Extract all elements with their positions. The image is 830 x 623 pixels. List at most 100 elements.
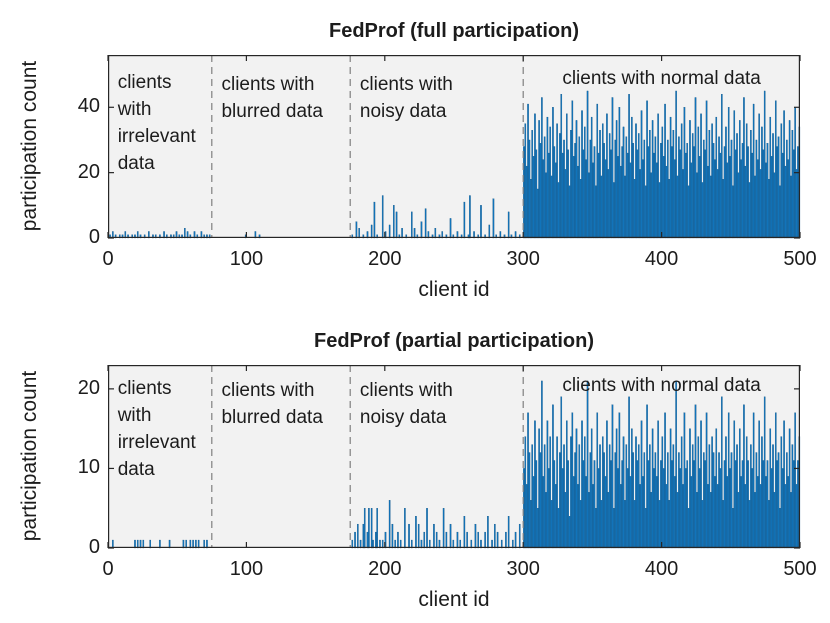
bar (357, 523, 359, 549)
bar (649, 444, 651, 549)
bar (757, 476, 759, 549)
bar (768, 500, 770, 549)
bar (492, 198, 495, 239)
bar (694, 404, 697, 549)
bar (561, 152, 564, 239)
bar (626, 468, 629, 549)
bar (721, 94, 723, 239)
bar (704, 460, 706, 549)
bar (595, 508, 597, 549)
plot-area: 0 100 200 300 400 500 0 20 40 clients with irreleva… (78, 55, 817, 270)
x-tick-label: 200 (368, 248, 402, 270)
bar (712, 143, 715, 239)
bar (527, 103, 529, 239)
annotation-line: irrelevant (117, 432, 196, 453)
y-tick-label: 40 (77, 95, 100, 118)
bar (650, 172, 653, 239)
bar (388, 224, 391, 239)
bar (528, 139, 531, 239)
bar (672, 130, 675, 239)
bar (552, 107, 554, 239)
x-tick-label: 100 (229, 558, 264, 580)
bar (553, 146, 556, 239)
bar (766, 460, 769, 549)
bar (413, 228, 416, 239)
bar (629, 162, 632, 239)
bar (708, 444, 711, 549)
bar (434, 228, 437, 239)
y-tick-label: 20 (77, 376, 100, 399)
bar (658, 182, 661, 239)
bar (559, 133, 561, 239)
bar (607, 169, 610, 239)
bar (743, 97, 745, 239)
bar (673, 159, 676, 239)
bar (739, 428, 741, 549)
bar (790, 492, 792, 549)
bar (722, 179, 724, 239)
region-annotation: clients with normal data (562, 372, 761, 399)
bar (635, 436, 637, 549)
bar (646, 404, 648, 549)
bar (583, 126, 586, 239)
bar (763, 396, 766, 549)
bar (637, 444, 640, 549)
bar (606, 113, 608, 239)
bar (668, 179, 671, 239)
bar (556, 436, 558, 549)
bar (730, 452, 733, 549)
bar (705, 100, 708, 239)
bar (691, 133, 694, 239)
bar (494, 523, 496, 549)
bar (358, 228, 360, 239)
bar (714, 159, 716, 239)
bar (588, 492, 590, 549)
bar (762, 149, 765, 239)
bar (639, 169, 641, 239)
region-annotation: clients with blurred data (221, 71, 322, 125)
x-axis-label: client id (418, 278, 490, 301)
bar (628, 94, 630, 239)
bar (691, 444, 694, 549)
axes-border (108, 55, 800, 239)
bar (722, 500, 724, 549)
bar (723, 146, 726, 239)
bar (715, 428, 718, 549)
bar (761, 126, 763, 239)
bar (761, 436, 763, 549)
bar (619, 165, 622, 239)
bar (542, 159, 545, 239)
bar (690, 476, 693, 549)
bar (536, 188, 539, 239)
bar (685, 152, 687, 239)
bar (752, 103, 755, 239)
bar (758, 420, 760, 549)
bar (608, 133, 611, 239)
y-tick-label: 10 (77, 456, 100, 479)
bar (456, 531, 459, 549)
x-tick-label: 300 (506, 558, 540, 580)
bar (397, 531, 399, 549)
bar (696, 492, 698, 549)
bar (704, 149, 706, 239)
bar (733, 110, 736, 239)
bar (404, 508, 406, 549)
bar (524, 436, 527, 549)
bar (543, 136, 546, 239)
bar (716, 169, 719, 239)
bar (536, 508, 539, 549)
bar (725, 436, 727, 549)
bar (603, 143, 605, 239)
bar (585, 476, 587, 549)
bar (740, 159, 742, 239)
bar (442, 508, 445, 549)
bar (686, 460, 688, 549)
bar (621, 146, 623, 239)
bar (736, 133, 738, 239)
bar (590, 428, 593, 549)
bar (696, 172, 698, 239)
annotation-line: with (117, 99, 152, 120)
bar (751, 468, 754, 549)
bar (631, 428, 633, 549)
bar (721, 396, 723, 549)
